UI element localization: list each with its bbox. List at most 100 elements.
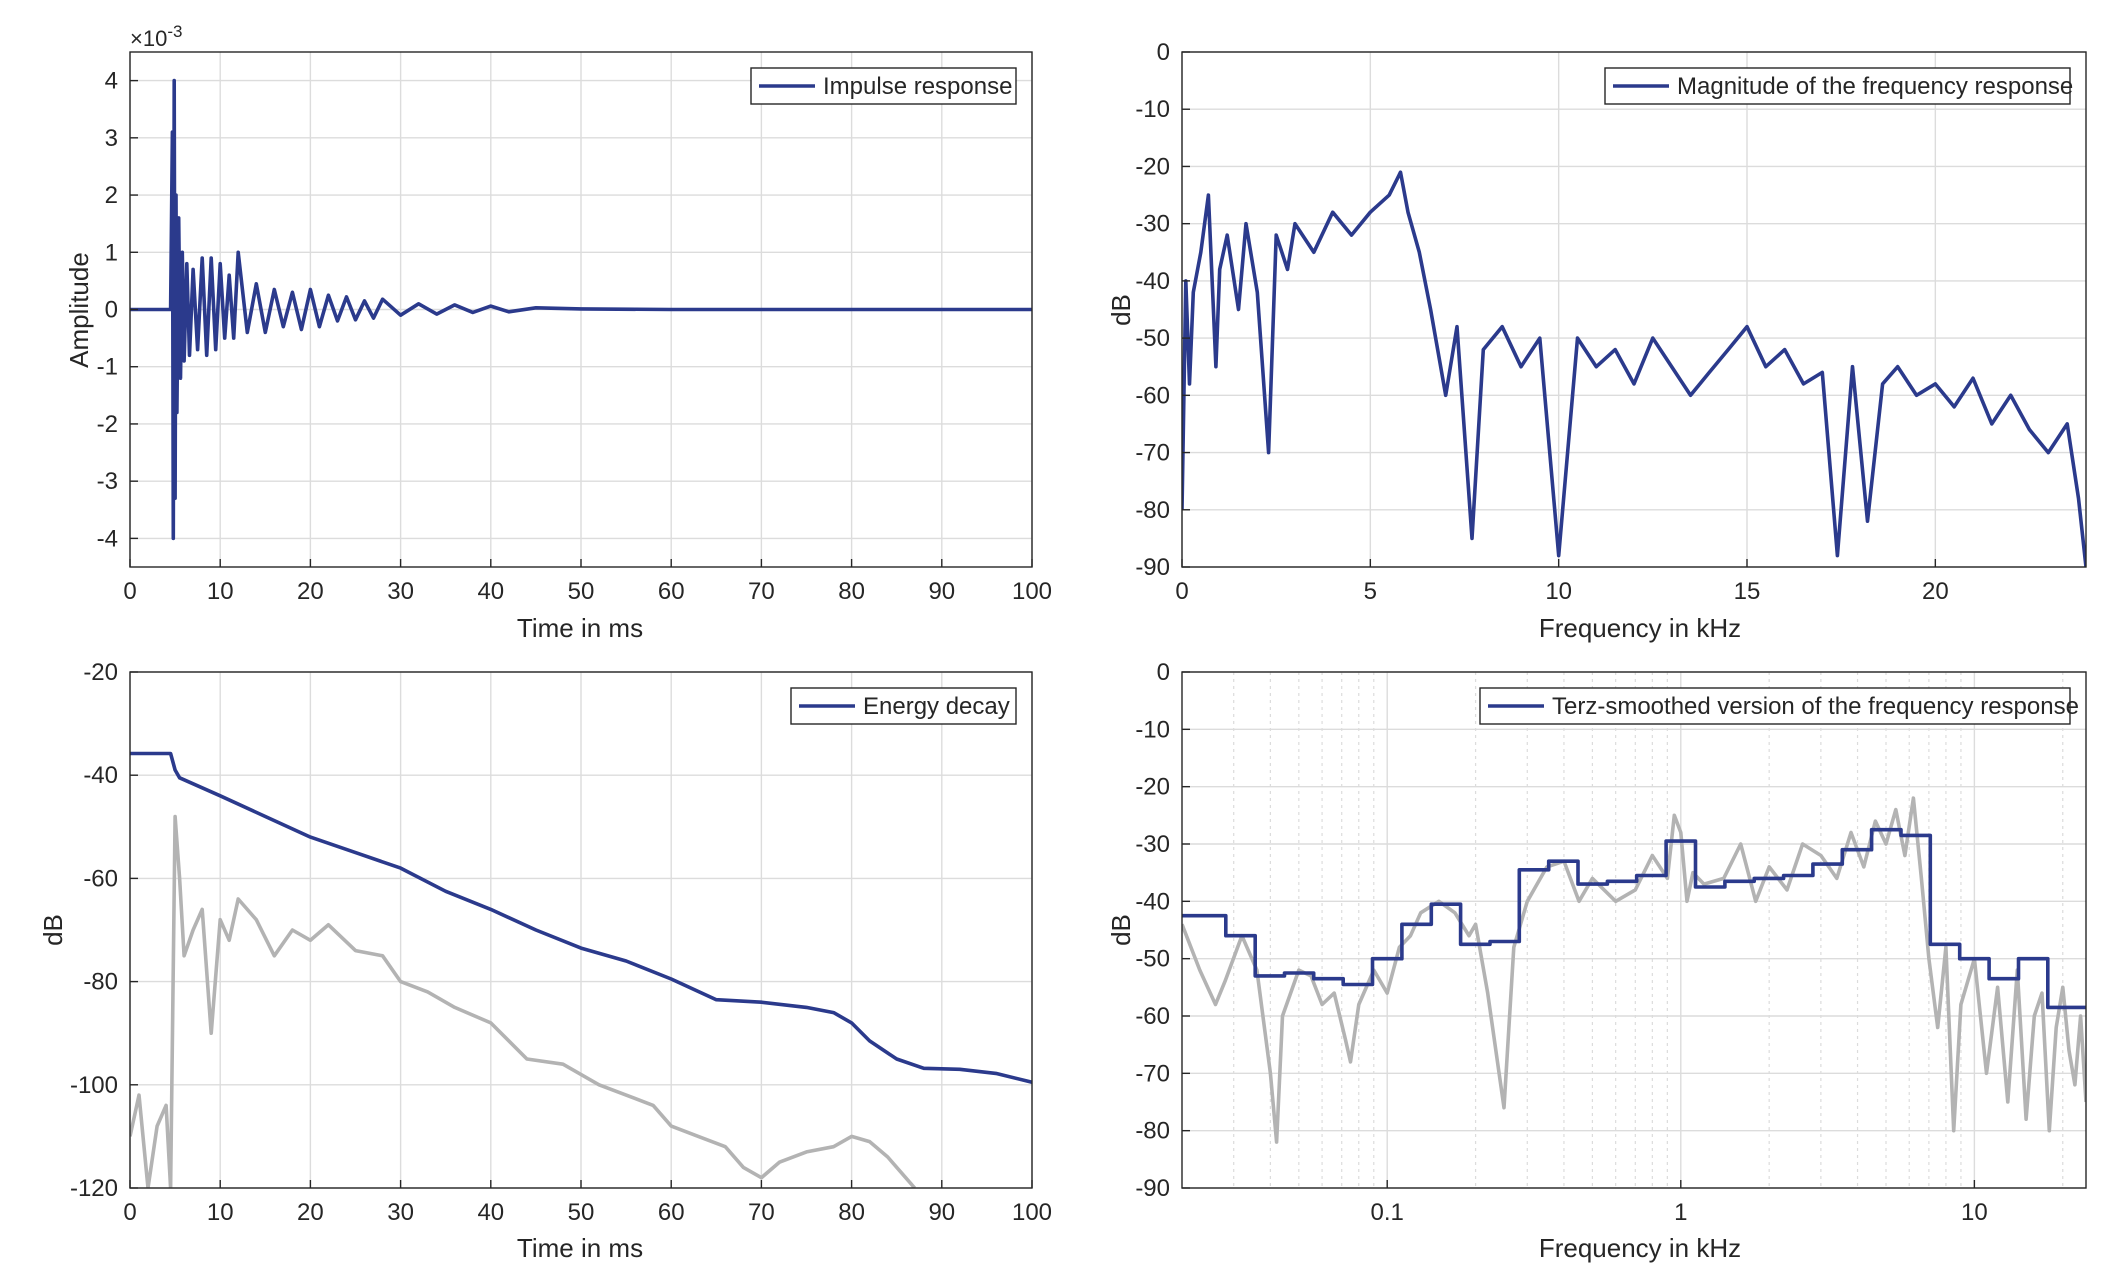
terz-axes-box	[1181, 671, 2087, 1189]
magnitude-x-tick-label: 0	[1175, 578, 1188, 605]
energy-decay-panel: Time in ms dB 0 10 20 30 40 50 60 70 80 90 100 -20 -…	[38, 659, 1052, 1263]
energy-y-tick-label: -120	[70, 1175, 118, 1202]
terz-y-tick-label: 0	[1157, 659, 1170, 686]
magnitude-x-tick-label: 5	[1364, 578, 1377, 605]
magnitude-x-label: Frequency in kHz	[1539, 613, 1741, 643]
impulse-exponent-base: ×10	[130, 26, 167, 51]
terz-y-tick-label: -20	[1135, 774, 1170, 801]
energy-background-series-line	[130, 814, 917, 1188]
magnitude-x-tick-label: 10	[1545, 578, 1572, 605]
impulse-x-tick-label: 70	[748, 578, 775, 605]
energy-y-tick-label: -40	[83, 762, 118, 789]
impulse-x-tick-label: 90	[928, 578, 955, 605]
impulse-x-tick-label: 40	[477, 578, 504, 605]
impulse-y-tick-label: -2	[97, 411, 118, 438]
terz-y-tick-label: -30	[1135, 831, 1170, 858]
energy-x-tick-label: 70	[748, 1199, 775, 1226]
impulse-x-tick-label: 100	[1012, 578, 1052, 605]
magnitude-series-line	[1182, 170, 2086, 567]
terz-y-label: dB	[1106, 914, 1136, 946]
terz-legend-box	[1479, 687, 2071, 725]
magnitude-legend: Magnitude of the frequency response	[1604, 67, 2073, 105]
magnitude-ticks: 0 5 10 15 20 0 -10 -20 -30 -40 -50 -60 -70 -80 -90	[1135, 39, 1948, 605]
energy-y-tick-label: -60	[83, 865, 118, 892]
impulse-y-tick-label: 1	[105, 239, 118, 266]
impulse-y-tick-label: -3	[97, 468, 118, 495]
energy-x-tick-label: 0	[123, 1199, 136, 1226]
terz-y-tick-label: -40	[1135, 888, 1170, 915]
terz-ticks: 0.1 1 10 0 -10 -20 -30 -40 -50 -60 -70 -80 -90	[1135, 659, 1987, 1226]
magnitude-x-tick-label: 20	[1922, 578, 1949, 605]
magnitude-panel: Frequency in kHz dB 0 5 10 15 20 0 -10 -20 -30 -4…	[1106, 39, 2087, 643]
impulse-x-tick-label: 80	[838, 578, 865, 605]
impulse-series-line	[130, 78, 1032, 541]
energy-legend: Energy decay	[790, 687, 1017, 725]
magnitude-y-tick-label: 0	[1157, 39, 1170, 66]
energy-x-tick-label: 10	[207, 1199, 234, 1226]
energy-series-line	[130, 751, 1032, 1084]
energy-legend-label: Energy decay	[863, 693, 1010, 720]
terz-legend: Terz-smoothed version of the frequency r…	[1479, 687, 2079, 725]
terz-y-tick-label: -50	[1135, 946, 1170, 973]
energy-series-group	[130, 751, 1032, 1188]
energy-x-tick-label: 60	[658, 1199, 685, 1226]
energy-x-tick-label: 50	[568, 1199, 595, 1226]
impulse-x-tick-label: 50	[568, 578, 595, 605]
impulse-y-tick-label: -1	[97, 354, 118, 381]
energy-y-tick-label: -20	[83, 659, 118, 686]
magnitude-legend-label: Magnitude of the frequency response	[1677, 73, 2073, 100]
terz-x-tick-label: 0.1	[1371, 1199, 1404, 1226]
terz-series-group	[1182, 796, 2086, 1144]
energy-x-tick-label: 80	[838, 1199, 865, 1226]
terz-y-tick-label: -70	[1135, 1060, 1170, 1087]
magnitude-y-tick-label: -30	[1135, 211, 1170, 238]
magnitude-legend-box	[1604, 67, 2071, 105]
energy-x-tick-label: 90	[928, 1199, 955, 1226]
magnitude-y-tick-label: -90	[1135, 554, 1170, 581]
impulse-x-tick-label: 0	[123, 578, 136, 605]
energy-y-tick-label: -100	[70, 1072, 118, 1099]
magnitude-y-tick-label: -10	[1135, 96, 1170, 123]
magnitude-y-tick-label: -20	[1135, 153, 1170, 180]
impulse-series-group	[130, 78, 1032, 541]
terz-legend-label: Terz-smoothed version of the frequency r…	[1552, 693, 2079, 720]
impulse-response-panel: Time in ms Amplitude ×10-3 0 10 20 30 40 50 60…	[64, 22, 1052, 643]
terz-x-tick-label: 1	[1674, 1199, 1687, 1226]
energy-x-label: Time in ms	[517, 1233, 643, 1263]
magnitude-y-label: dB	[1106, 294, 1136, 326]
terz-background-series-line	[1182, 796, 2086, 1144]
terz-series-line	[1182, 827, 2086, 1010]
terz-smoothed-panel: Frequency in kHz dB 0.1 1 10 0 -10 -20 -30 -40 -…	[1106, 659, 2087, 1263]
terz-x-label: Frequency in kHz	[1539, 1233, 1741, 1263]
terz-y-tick-label: -60	[1135, 1003, 1170, 1030]
energy-ticks: 0 10 20 30 40 50 60 70 80 90 100 -20 -40 -60 -80 -100 -1…	[70, 659, 1052, 1226]
impulse-x-label: Time in ms	[517, 613, 643, 643]
energy-x-tick-label: 100	[1012, 1199, 1052, 1226]
terz-x-tick-label: 10	[1961, 1199, 1988, 1226]
magnitude-series-group	[1182, 170, 2086, 567]
terz-y-tick-label: -10	[1135, 716, 1170, 743]
impulse-y-label: Amplitude	[64, 252, 94, 368]
energy-y-tick-label: -80	[83, 969, 118, 996]
impulse-x-tick-label: 10	[207, 578, 234, 605]
magnitude-y-tick-label: -60	[1135, 382, 1170, 409]
magnitude-y-tick-label: -40	[1135, 268, 1170, 295]
magnitude-axes-box	[1181, 51, 2087, 568]
magnitude-y-tick-label: -70	[1135, 440, 1170, 467]
energy-x-tick-label: 30	[387, 1199, 414, 1226]
impulse-exponent-power: -3	[167, 22, 182, 41]
impulse-y-tick-label: 4	[105, 68, 118, 95]
energy-x-tick-label: 40	[477, 1199, 504, 1226]
terz-y-tick-label: -90	[1135, 1175, 1170, 1202]
impulse-y-tick-label: 2	[105, 182, 118, 209]
terz-y-tick-label: -80	[1135, 1118, 1170, 1145]
magnitude-y-tick-label: -50	[1135, 325, 1170, 352]
impulse-x-tick-label: 60	[658, 578, 685, 605]
impulse-legend-label: Impulse response	[823, 73, 1012, 100]
impulse-x-tick-label: 20	[297, 578, 324, 605]
impulse-y-tick-label: 3	[105, 125, 118, 152]
magnitude-x-tick-label: 15	[1734, 578, 1761, 605]
